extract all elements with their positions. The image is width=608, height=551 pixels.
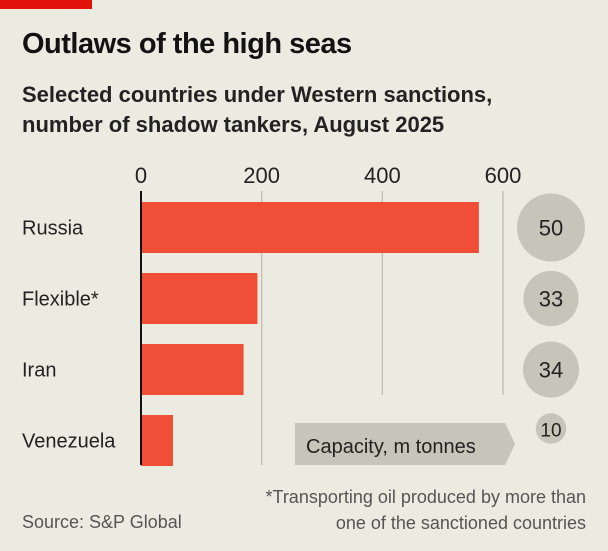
capacity-label-box [295,423,515,465]
bar [141,344,244,395]
capacity-value: 50 [539,216,563,241]
category-label: Russia [22,218,84,240]
capacity-value: 10 [540,421,561,442]
category-label: Iran [22,360,56,382]
footnote: *Transporting oil produced by more than … [265,487,586,533]
category-label: Venezuela [22,431,116,453]
capacity-bubble [522,341,580,398]
brand-bar [0,0,92,9]
bar [141,202,479,253]
tick-label: 400 [364,163,401,188]
chart-subtitle: Selected countries under Western sanctio… [22,80,492,140]
capacity-value: 33 [539,287,563,312]
tick-label: 0 [135,163,147,188]
capacity-value: 34 [539,358,563,383]
subtitle-line: Selected countries under Western sanctio… [22,82,493,107]
bar [141,273,258,324]
chart-title: Outlaws of the high seas [22,28,352,60]
category-label: Flexible* [22,289,99,311]
capacity-label: Capacity, m tonnes [306,436,476,458]
capacity-bubble [517,193,585,262]
source: Source: S&P Global [22,512,182,532]
capacity-bubble [523,270,579,327]
subtitle-line: number of shadow tankers, August 2025 [22,112,445,137]
bar [141,415,173,466]
capacity-bubble [535,413,567,444]
tick-label: 200 [243,163,280,188]
tick-label: 600 [485,163,522,188]
